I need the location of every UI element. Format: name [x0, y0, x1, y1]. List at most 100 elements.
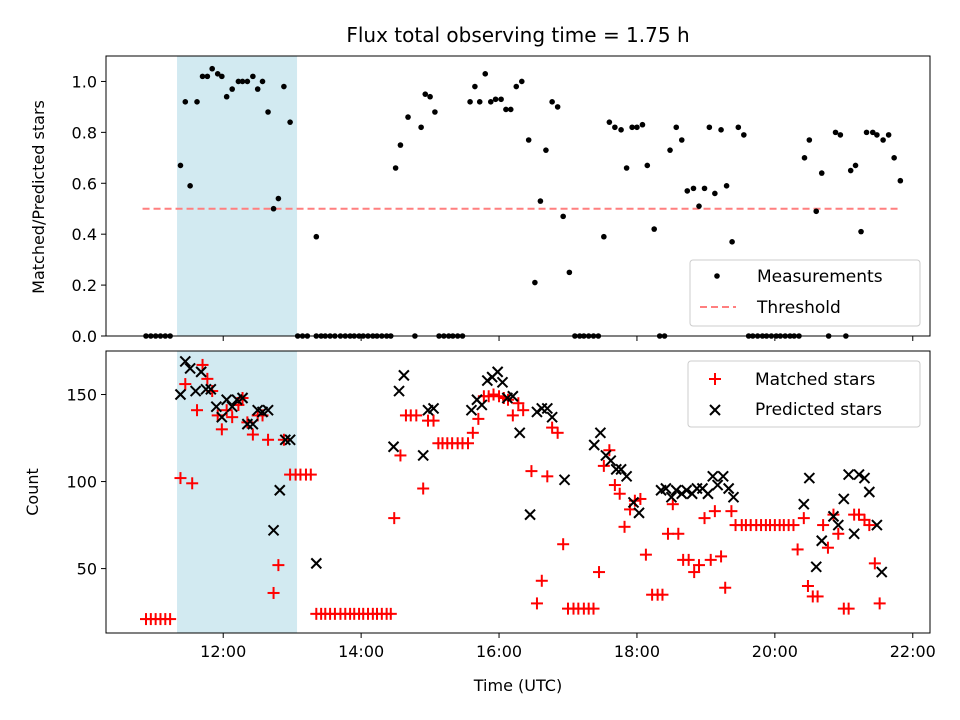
matched-star-point	[842, 602, 855, 615]
matched-star-point	[597, 459, 610, 472]
matched-star-point	[517, 404, 530, 417]
matched-star-point	[179, 378, 192, 391]
measurement-point	[869, 129, 876, 136]
measurement-point	[209, 65, 215, 72]
x-tick-label: 18:00	[614, 642, 660, 661]
predicted-star-point	[798, 498, 810, 510]
measurement-point	[427, 93, 433, 100]
measurement-point	[405, 114, 411, 120]
matched-star-point	[873, 597, 886, 610]
predicted-star-point	[179, 355, 192, 368]
matched-star-point	[832, 527, 845, 540]
legend-matched-label: Matched stars	[755, 370, 875, 390]
predicted-star-point	[816, 535, 828, 547]
predicted-stars-points	[174, 355, 888, 578]
measurement-point	[858, 228, 864, 235]
measurement-point	[712, 190, 718, 197]
predicted-star-point	[842, 468, 855, 481]
matched-star-point	[827, 508, 840, 521]
y-tick-label: 0.4	[72, 225, 97, 244]
matched-star-point	[639, 548, 652, 561]
matched-star-point	[787, 519, 800, 532]
predicted-star-point	[702, 488, 714, 500]
matched-star-point	[394, 449, 407, 462]
measurement-point	[476, 99, 483, 105]
predicted-star-point	[200, 383, 212, 396]
matched-star-point	[410, 409, 423, 422]
predicted-star-point	[507, 390, 519, 402]
measurement-point	[513, 83, 520, 90]
measurement-point	[254, 86, 261, 92]
measurement-point	[678, 137, 685, 143]
matched-star-point	[191, 404, 204, 417]
matched-star-point	[506, 409, 519, 422]
measurement-point	[629, 124, 635, 131]
matched-star-point	[525, 465, 538, 478]
measurement-point	[219, 73, 225, 80]
predicted-star-point	[536, 402, 548, 415]
predicted-star-point	[220, 394, 233, 406]
y-tick-label: 0.8	[72, 123, 97, 142]
y-tick-label: 1.0	[72, 72, 97, 91]
matched-star-point	[211, 409, 224, 422]
matched-star-point	[656, 588, 669, 601]
predicted-star-point	[832, 519, 844, 531]
measurement-point	[801, 155, 808, 161]
measurement-point	[601, 233, 607, 240]
matched-star-point	[546, 421, 559, 434]
y-tick-label: 0.6	[72, 174, 97, 193]
matched-star-point	[708, 505, 721, 518]
matched-star-point	[530, 597, 543, 610]
y-tick-label: 150	[66, 386, 97, 405]
predicted-star-point	[226, 400, 238, 413]
measurement-point	[880, 137, 886, 143]
predicted-star-point	[393, 385, 405, 397]
predicted-star-point	[541, 402, 554, 415]
matched-star-point	[801, 580, 814, 592]
measurement-point	[250, 73, 256, 80]
measurement-point	[313, 233, 320, 240]
measurement-point	[549, 99, 555, 105]
predicted-star-point	[633, 507, 645, 519]
predicted-star-point	[417, 449, 429, 462]
predicted-star-point	[184, 362, 196, 375]
bottom-legend: Matched stars Predicted stars	[687, 360, 921, 428]
measurement-point	[735, 124, 742, 131]
predicted-star-point	[205, 383, 217, 396]
predicted-star-point	[627, 496, 640, 509]
predicted-star-point	[810, 561, 822, 573]
predicted-star-point	[610, 463, 622, 476]
measurement-point	[852, 162, 859, 169]
matched-star-point	[791, 543, 804, 556]
measurement-point	[518, 78, 525, 85]
matched-star-point	[666, 498, 679, 511]
predicted-star-point	[465, 404, 478, 416]
chart-title: Flux total observing time = 1.75 h	[346, 23, 689, 47]
matched-star-point	[688, 566, 701, 579]
predicted-star-point	[670, 484, 682, 496]
measurement-point	[639, 121, 646, 128]
matched-star-point	[512, 397, 525, 410]
predicted-star-point	[216, 411, 228, 423]
measurement-point	[275, 195, 282, 202]
predicted-star-point	[722, 482, 735, 495]
predicted-star-point	[496, 376, 509, 389]
measurement-point	[259, 78, 266, 85]
predicted-star-point	[236, 392, 249, 404]
matched-star-point	[267, 586, 280, 599]
measurement-point	[537, 198, 544, 204]
predicted-star-point	[524, 508, 536, 521]
measurement-point	[612, 124, 618, 131]
matched-star-point	[725, 505, 738, 518]
matched-star-point	[608, 479, 621, 492]
matched-star-point	[164, 613, 177, 626]
matched-star-point	[215, 423, 228, 436]
measurement-point	[492, 96, 499, 103]
matched-star-point	[817, 519, 830, 532]
measurement-point	[684, 188, 691, 194]
predicted-star-point	[310, 557, 323, 570]
matched-star-point	[417, 482, 430, 495]
measurement-point	[418, 124, 424, 131]
predicted-star-point	[620, 470, 633, 483]
matched-star-point	[388, 512, 401, 525]
